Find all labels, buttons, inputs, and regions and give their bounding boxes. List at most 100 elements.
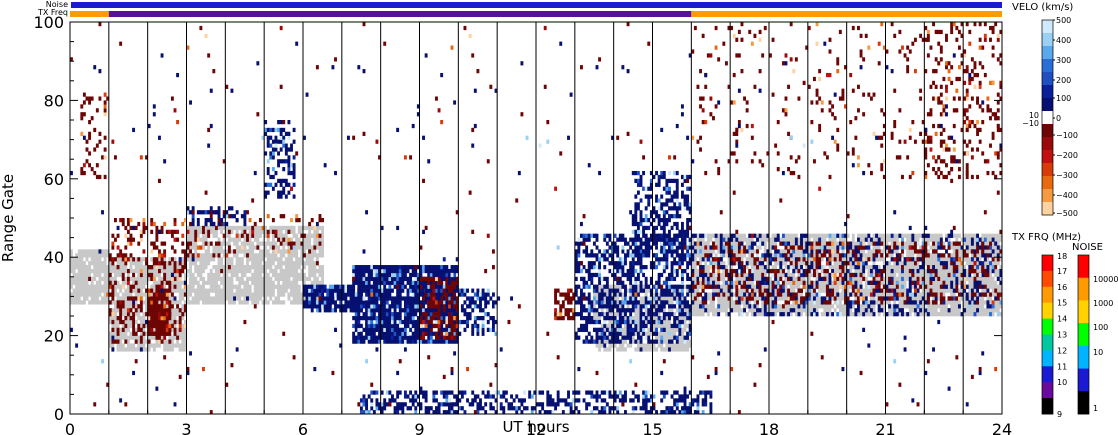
ground-scatter-cell (592, 300, 596, 305)
ground-scatter-cell (846, 292, 850, 297)
ground-scatter-cell (233, 272, 236, 278)
velocity-cell (147, 296, 151, 301)
ground-scatter-cell (854, 241, 858, 246)
ground-scatter-cell (675, 327, 679, 332)
ground-scatter-cell (691, 304, 695, 309)
ground-scatter-cell (787, 253, 791, 258)
velocity-cell (116, 331, 120, 336)
ground-scatter-cell (882, 233, 886, 238)
ground-scatter-cell (233, 292, 236, 297)
ground-scatter-cell (807, 300, 811, 305)
ground-scatter-cell (178, 335, 182, 340)
ground-scatter-cell (139, 288, 143, 293)
ground-scatter-cell (290, 257, 293, 262)
velocity-cell (170, 257, 174, 262)
ground-scatter-cell (95, 249, 99, 254)
ground-scatter-cell (794, 304, 798, 309)
velocity-cell (82, 112, 86, 117)
ground-scatter-cell (243, 300, 247, 305)
ground-scatter-cell (732, 292, 736, 297)
ground-scatter-cell (183, 276, 187, 282)
ground-scatter-cell (287, 292, 291, 297)
ground-scatter-cell (691, 292, 695, 297)
ground-scatter-cell (919, 292, 923, 297)
ground-scatter-cell (719, 272, 723, 278)
ground-scatter-cell (253, 276, 257, 282)
velocity-cell (292, 167, 296, 172)
ground-scatter-cell (833, 249, 837, 254)
velocity-cell (121, 300, 125, 305)
velocity-cell (264, 127, 268, 133)
ground-scatter-cell (753, 288, 757, 293)
ground-scatter-cell (124, 308, 128, 313)
ground-scatter-cell (844, 257, 847, 262)
ground-scatter-cell (761, 288, 765, 293)
ground-scatter-cell (258, 257, 262, 262)
ground-scatter-cell (98, 284, 102, 289)
ground-scatter-cell (735, 261, 739, 266)
ground-scatter-cell (103, 261, 107, 266)
ground-scatter-cell (629, 343, 633, 348)
ground-scatter-cell (882, 249, 886, 254)
ground-scatter-cell (921, 312, 925, 317)
ground-scatter-cell (233, 268, 236, 274)
ground-scatter-cell (72, 300, 76, 305)
ground-scatter-cell (176, 276, 180, 282)
velocity-cell (258, 218, 262, 223)
velocity-cell (204, 241, 208, 246)
ground-scatter-cell (636, 308, 640, 313)
ground-scatter-cell (926, 249, 930, 254)
ground-scatter-cell (124, 312, 128, 317)
ground-scatter-cell (810, 308, 814, 313)
ground-scatter-cell (209, 296, 213, 301)
ground-scatter-cell (838, 280, 842, 285)
ground-scatter-cell (991, 312, 995, 317)
ground-scatter-cell (80, 249, 84, 254)
ground-scatter-cell (983, 276, 987, 282)
ground-scatter-cell (238, 292, 242, 297)
ground-scatter-cell (885, 249, 889, 254)
ground-scatter-cell (75, 265, 79, 270)
ground-scatter-cell (139, 261, 143, 266)
ground-scatter-cell (227, 276, 231, 282)
ground-scatter-cell (126, 339, 130, 344)
ground-scatter-cell (888, 308, 891, 313)
velocity-cell (243, 221, 247, 227)
ground-scatter-cell (864, 284, 868, 289)
ground-scatter-cell (264, 249, 268, 254)
ground-scatter-cell (196, 229, 200, 234)
ground-scatter-cell (952, 233, 956, 238)
ground-scatter-cell (937, 280, 941, 285)
ground-scatter-cell (295, 233, 299, 238)
ground-scatter-cell (696, 268, 700, 274)
ground-scatter-cell (243, 253, 247, 258)
ground-scatter-cell (318, 225, 322, 231)
velocity-cell (313, 288, 317, 293)
ground-scatter-cell (269, 265, 273, 270)
ground-scatter-cell (885, 241, 889, 246)
ground-scatter-cell (704, 276, 708, 282)
ground-scatter-cell (724, 245, 728, 250)
ground-scatter-cell (753, 308, 757, 313)
velocity-cell (264, 131, 268, 136)
velocity-cell (310, 308, 314, 313)
ground-scatter-cell (82, 284, 86, 289)
velocity-cell (313, 292, 317, 297)
ground-scatter-cell (880, 257, 884, 262)
ground-scatter-cell (756, 312, 759, 317)
velocity-cell (165, 312, 169, 317)
ground-scatter-cell (230, 276, 234, 282)
ground-scatter-cell (854, 268, 858, 274)
ground-scatter-cell (745, 265, 749, 270)
ground-scatter-cell (740, 288, 744, 293)
ground-scatter-cell (295, 296, 299, 301)
ground-scatter-cell (264, 245, 268, 250)
ground-scatter-cell (282, 280, 286, 285)
ground-scatter-cell (864, 233, 868, 238)
ground-scatter-cell (598, 316, 602, 321)
ground-scatter-cell (906, 276, 910, 282)
velocity-cell (181, 249, 185, 254)
ground-scatter-cell (885, 272, 889, 278)
ground-scatter-cell (963, 233, 967, 238)
ground-scatter-cell (950, 308, 954, 313)
